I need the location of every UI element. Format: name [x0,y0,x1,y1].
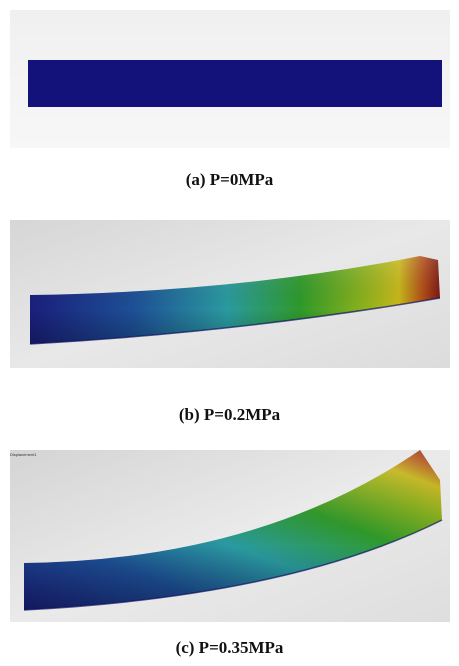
caption-a: (a) P=0MPa [185,170,274,189]
undeformed-beam-image [10,10,450,148]
caption-c: (c) P=0.35MPa [175,638,284,657]
panel-b-image [10,220,450,368]
deformed-beam-image [10,450,450,622]
panel-a-image [10,10,450,148]
panel-c-image: Displacement1 [10,450,450,622]
beam-undeformed [28,60,442,107]
caption-b: (b) P=0.2MPa [178,405,281,424]
deformed-beam-image [10,220,450,368]
corner-label: Displacement1 [10,452,37,457]
